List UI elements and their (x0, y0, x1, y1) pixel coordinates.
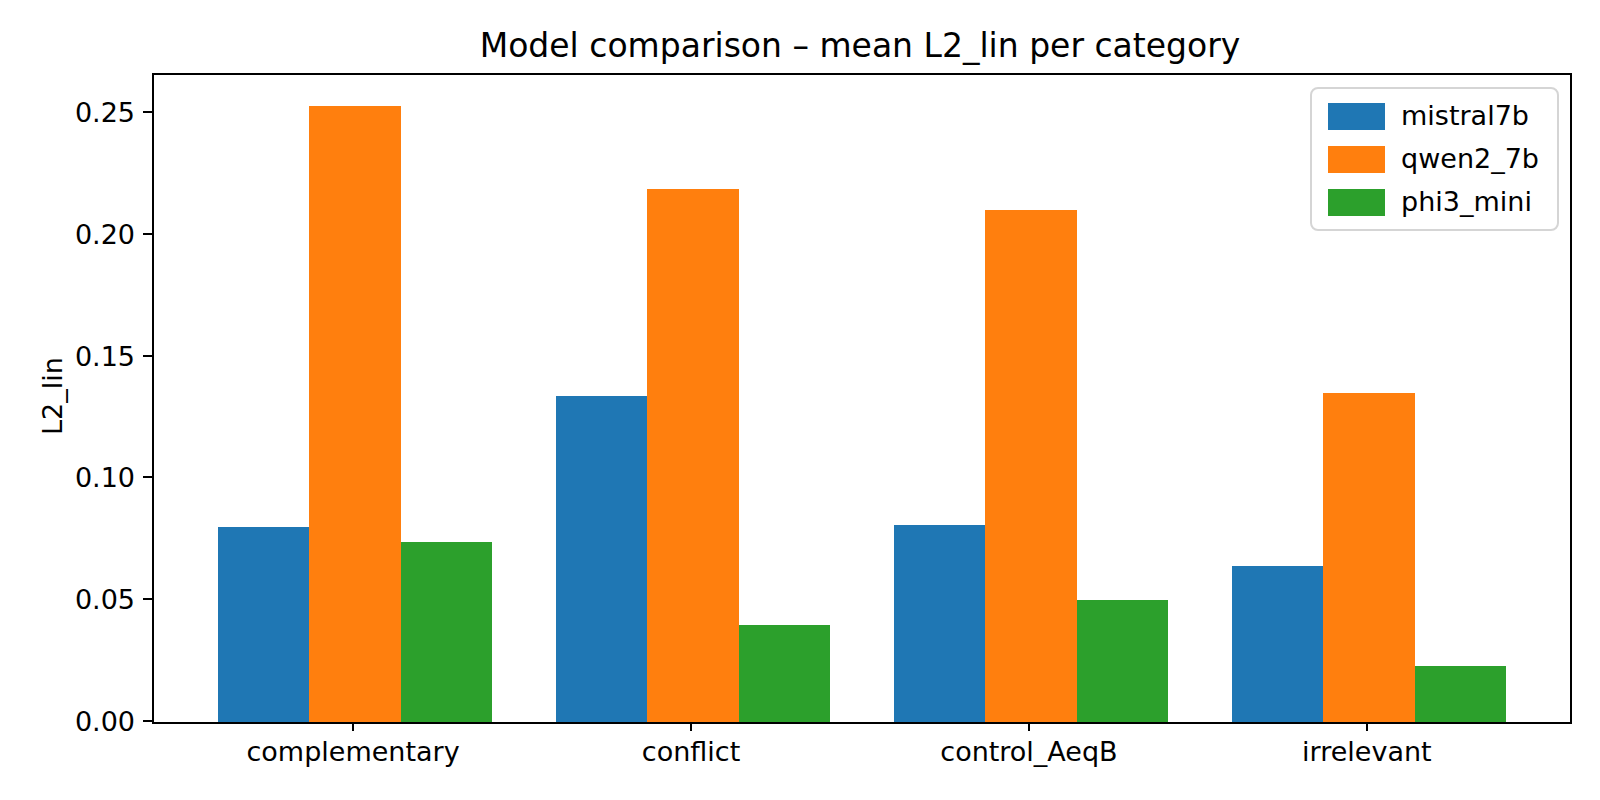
y-tick-label: 0.25 (45, 99, 135, 126)
legend: mistral7b qwen2_7b phi3_mini (1310, 87, 1559, 231)
legend-label: mistral7b (1401, 101, 1529, 131)
x-tick-label: irrelevant (1217, 738, 1517, 765)
x-tick-mark (1366, 722, 1368, 731)
x-tick-mark (690, 722, 692, 731)
bar-qwen2_7b-control_AeqB (985, 210, 1076, 722)
bar-phi3_mini-irrelevant (1415, 666, 1506, 722)
x-tick-label: complementary (203, 738, 503, 765)
bar-mistral7b-irrelevant (1232, 566, 1323, 722)
legend-item: phi3_mini (1328, 187, 1539, 217)
bar-phi3_mini-control_AeqB (1077, 600, 1168, 722)
legend-swatch-phi3_mini (1328, 189, 1385, 216)
legend-swatch-mistral7b (1328, 103, 1385, 130)
y-tick-mark (143, 111, 152, 113)
x-tick-label: conflict (541, 738, 841, 765)
y-tick-mark (143, 233, 152, 235)
y-tick-label: 0.15 (45, 343, 135, 370)
y-tick-label: 0.20 (45, 221, 135, 248)
y-tick-label: 0.05 (45, 586, 135, 613)
plot-area: mistral7b qwen2_7b phi3_mini (152, 73, 1572, 724)
bar-phi3_mini-complementary (401, 542, 492, 722)
bar-qwen2_7b-irrelevant (1323, 393, 1414, 722)
bar-mistral7b-conflict (556, 396, 647, 722)
x-tick-mark (1028, 722, 1030, 731)
chart-title: Model comparison – mean L2_lin per categ… (152, 26, 1568, 65)
bar-qwen2_7b-complementary (309, 106, 400, 722)
figure: Model comparison – mean L2_lin per categ… (0, 0, 1600, 800)
y-tick-mark (143, 476, 152, 478)
legend-swatch-qwen2_7b (1328, 146, 1385, 173)
y-tick-mark (143, 598, 152, 600)
y-tick-mark (143, 720, 152, 722)
bar-phi3_mini-conflict (739, 625, 830, 722)
bar-mistral7b-complementary (218, 527, 309, 722)
legend-label: qwen2_7b (1401, 144, 1539, 174)
y-tick-label: 0.00 (45, 708, 135, 735)
bar-mistral7b-control_AeqB (894, 525, 985, 722)
y-tick-label: 0.10 (45, 464, 135, 491)
y-tick-mark (143, 355, 152, 357)
legend-item: qwen2_7b (1328, 144, 1539, 174)
legend-label: phi3_mini (1401, 187, 1532, 217)
x-tick-label: control_AeqB (879, 738, 1179, 765)
bar-qwen2_7b-conflict (647, 189, 738, 722)
x-tick-mark (352, 722, 354, 731)
legend-item: mistral7b (1328, 101, 1539, 131)
